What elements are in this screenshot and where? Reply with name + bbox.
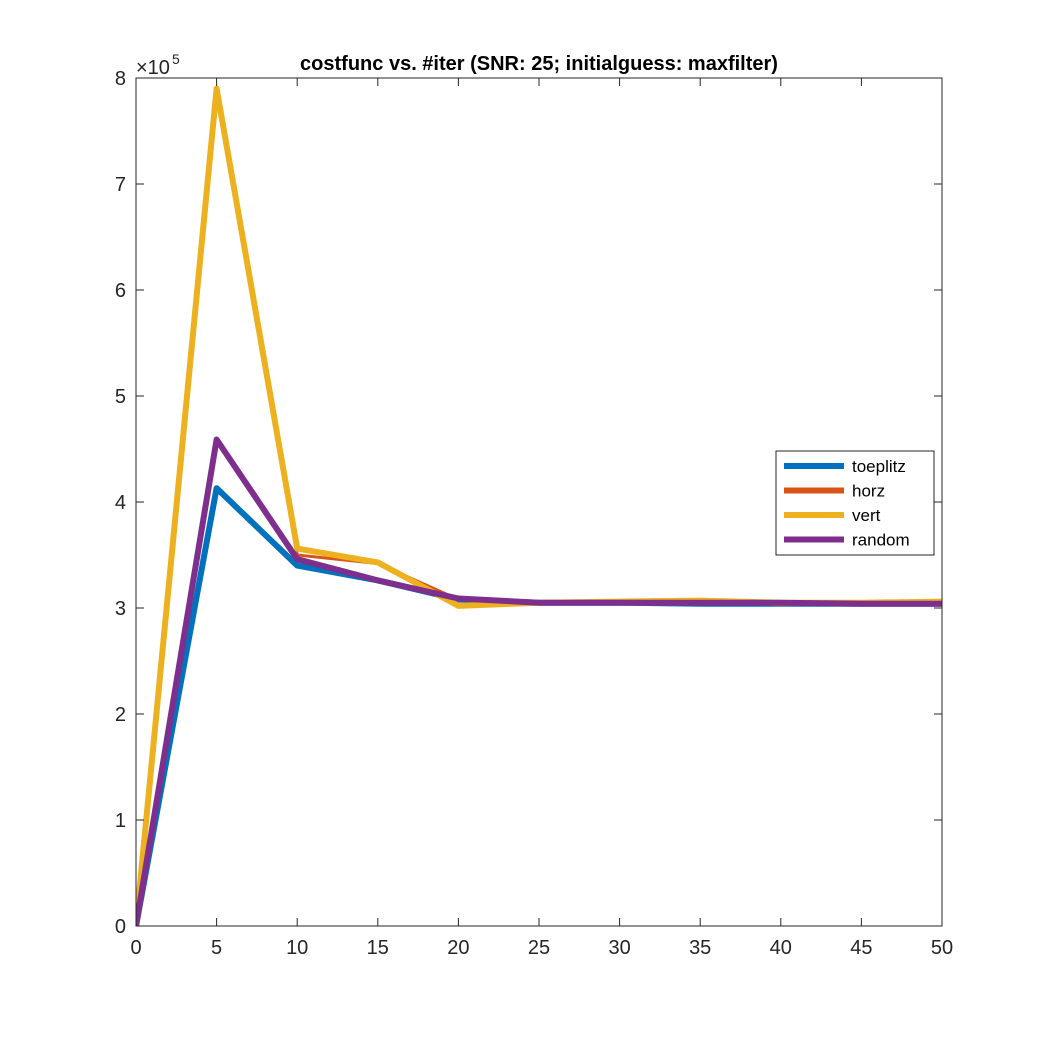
x-tick-label: 30 [608,937,630,959]
y-tick-label: 1 [115,810,126,832]
x-tick-label: 45 [850,937,872,959]
y-tick-label: 6 [115,280,126,302]
y-exponent-base: ×10 [136,57,170,79]
x-tick-label: 50 [931,937,953,959]
x-tick-label: 40 [770,937,792,959]
series-layer [136,85,942,926]
legend-label-horz: horz [852,482,885,501]
y-exponent-power: 5 [172,51,180,67]
y-tick-label: 4 [115,492,126,514]
legend: toeplitz horz vert random [775,450,935,556]
y-axis-exponent: ×10 5 [136,51,180,79]
y-tick-label: 7 [115,174,126,196]
x-tick-label: 10 [286,937,308,959]
chart-title: costfunc vs. #iter (SNR: 25; initialgues… [300,53,778,75]
x-tick-label: 5 [211,937,222,959]
legend-label-toeplitz: toeplitz [852,457,906,476]
y-tick-label: 3 [115,598,126,620]
y-tick-label: 5 [115,386,126,408]
x-tick-label: 25 [528,937,550,959]
y-tick-label: 8 [115,68,126,90]
x-tick-label: 0 [130,937,141,959]
x-tick-label: 35 [689,937,711,959]
y-tick-label: 2 [115,704,126,726]
legend-label-vert: vert [852,506,881,525]
x-tick-label: 15 [367,937,389,959]
y-tick-label: 0 [115,916,126,938]
series-line-random [136,436,942,926]
x-tick-label: 20 [447,937,469,959]
legend-label-random: random [852,531,910,550]
